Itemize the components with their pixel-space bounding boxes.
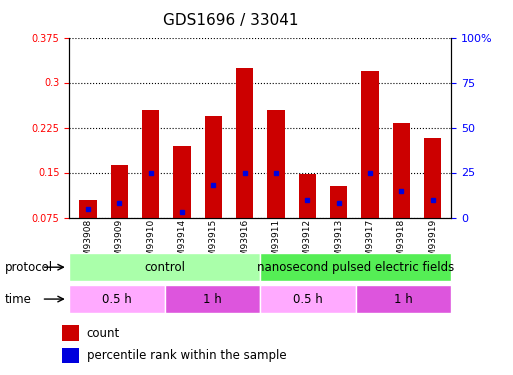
Bar bbox=[142, 110, 160, 262]
Text: 0.5 h: 0.5 h bbox=[102, 292, 132, 306]
Bar bbox=[62, 325, 79, 341]
Text: control: control bbox=[144, 261, 185, 274]
Text: time: time bbox=[5, 292, 32, 306]
Text: 0.5 h: 0.5 h bbox=[293, 292, 323, 306]
Text: count: count bbox=[87, 327, 120, 340]
Bar bbox=[393, 123, 410, 262]
Bar bbox=[236, 68, 253, 262]
Text: percentile rank within the sample: percentile rank within the sample bbox=[87, 349, 286, 362]
Bar bbox=[165, 285, 261, 313]
Bar bbox=[330, 186, 347, 262]
Text: 1 h: 1 h bbox=[203, 292, 222, 306]
Bar bbox=[62, 348, 79, 363]
Bar bbox=[267, 110, 285, 262]
Bar bbox=[80, 200, 96, 262]
Bar bbox=[173, 146, 191, 262]
Bar bbox=[69, 285, 165, 313]
Bar bbox=[69, 253, 261, 281]
Text: protocol: protocol bbox=[5, 261, 53, 274]
Bar bbox=[205, 116, 222, 262]
Bar bbox=[261, 285, 356, 313]
Bar bbox=[361, 70, 379, 262]
Bar bbox=[261, 253, 451, 281]
Bar bbox=[111, 165, 128, 262]
Bar bbox=[299, 174, 316, 262]
Text: GDS1696 / 33041: GDS1696 / 33041 bbox=[163, 13, 299, 28]
Bar bbox=[424, 138, 441, 262]
Bar bbox=[356, 285, 451, 313]
Text: 1 h: 1 h bbox=[394, 292, 413, 306]
Text: nanosecond pulsed electric fields: nanosecond pulsed electric fields bbox=[257, 261, 455, 274]
